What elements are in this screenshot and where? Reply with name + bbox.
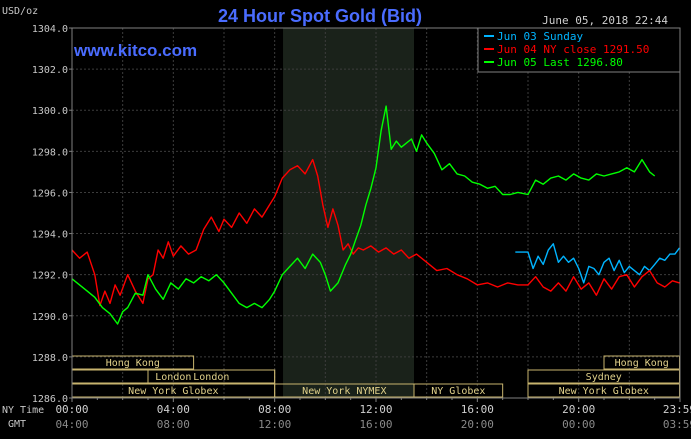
market-band-label: Hong Kong (615, 358, 669, 369)
y-axis-ticks: 1304.0 1302.0 1300.0 1298.0 1296.0 1294.0 1292… (32, 24, 72, 405)
kitco-watermark: www.kitco.com (73, 41, 197, 60)
market-band-label: New York Globex (128, 386, 218, 397)
legend-entry: Jun 03 Sunday (497, 30, 583, 43)
series-line (71, 158, 680, 307)
grid-lines (71, 27, 681, 399)
x-tick-label-ny: 04:00 (157, 403, 190, 416)
x-tick-label-gmt: 20:00 (461, 418, 494, 431)
market-band-label: London (193, 372, 229, 383)
market-band (413, 383, 504, 398)
x-tick-label-gmt: 00:00 (562, 418, 595, 431)
series-line (71, 105, 656, 325)
x-tick-label-ny: 00:00 (55, 403, 88, 416)
legend-entry: Jun 04 NY close 1291.50 (497, 43, 649, 56)
market-session-bands: Hong Kong London London New York Globex New … (71, 355, 680, 398)
market-band-label: NY Globex (431, 386, 485, 397)
x-tick-label-ny: 08:00 (258, 403, 291, 416)
market-band-label: Hong Kong (106, 358, 160, 369)
market-band-label: New York Globex (559, 386, 649, 397)
x-tick-label-gmt: 08:00 (157, 418, 190, 431)
x-tick-label-gmt: 16:00 (359, 418, 392, 431)
legend-box (477, 27, 681, 73)
x-tick-label-ny: 20:00 (562, 403, 595, 416)
y-tick-label: 1300.0 (32, 106, 68, 117)
market-band-label: London (155, 372, 191, 383)
x-tick-label-gmt: 04:00 (55, 418, 88, 431)
y-tick-label: 1296.0 (32, 188, 68, 199)
x-axis-ticks: 00:00 04:00 04:00 08:00 08:00 12:00 12:00 16:00… (55, 398, 691, 431)
y-tick-label: 1288.0 (32, 353, 68, 364)
y-tick-label: 1286.0 (32, 394, 68, 405)
market-band (527, 383, 680, 398)
chart-title: 24 Hour Spot Gold (Bid) (218, 6, 422, 26)
legend-entry: Jun 05 Last 1296.80 (497, 56, 623, 69)
y-tick-label: 1290.0 (32, 312, 68, 323)
y-tick-label: 1304.0 (32, 24, 68, 35)
x-tick-label-gmt: 03:59 (663, 418, 691, 431)
x-tick-label-gmt: 12:00 (258, 418, 291, 431)
chart-timestamp: June 05, 2018 22:44 (542, 14, 668, 27)
ny-time-label: NY Time (2, 405, 44, 416)
y-tick-label: 1292.0 (32, 271, 68, 282)
x-tick-label-ny: 16:00 (461, 403, 494, 416)
y-tick-label: 1302.0 (32, 65, 68, 76)
y-axis-label: USD/oz (2, 6, 38, 17)
ny-session-highlight (283, 28, 414, 398)
market-band (527, 369, 680, 384)
market-band (603, 355, 680, 370)
gmt-label: GMT (8, 419, 26, 430)
x-tick-label-ny: 12:00 (359, 403, 392, 416)
series-lines (71, 105, 681, 325)
series-line (515, 243, 681, 284)
x-tick-label-ny: 23:59 (663, 403, 691, 416)
market-band-label: New York NYMEX (302, 386, 386, 397)
market-band-label: Sydney (586, 372, 622, 383)
y-tick-label: 1298.0 (32, 147, 68, 158)
y-tick-label: 1294.0 (32, 230, 68, 241)
market-band (147, 369, 276, 384)
